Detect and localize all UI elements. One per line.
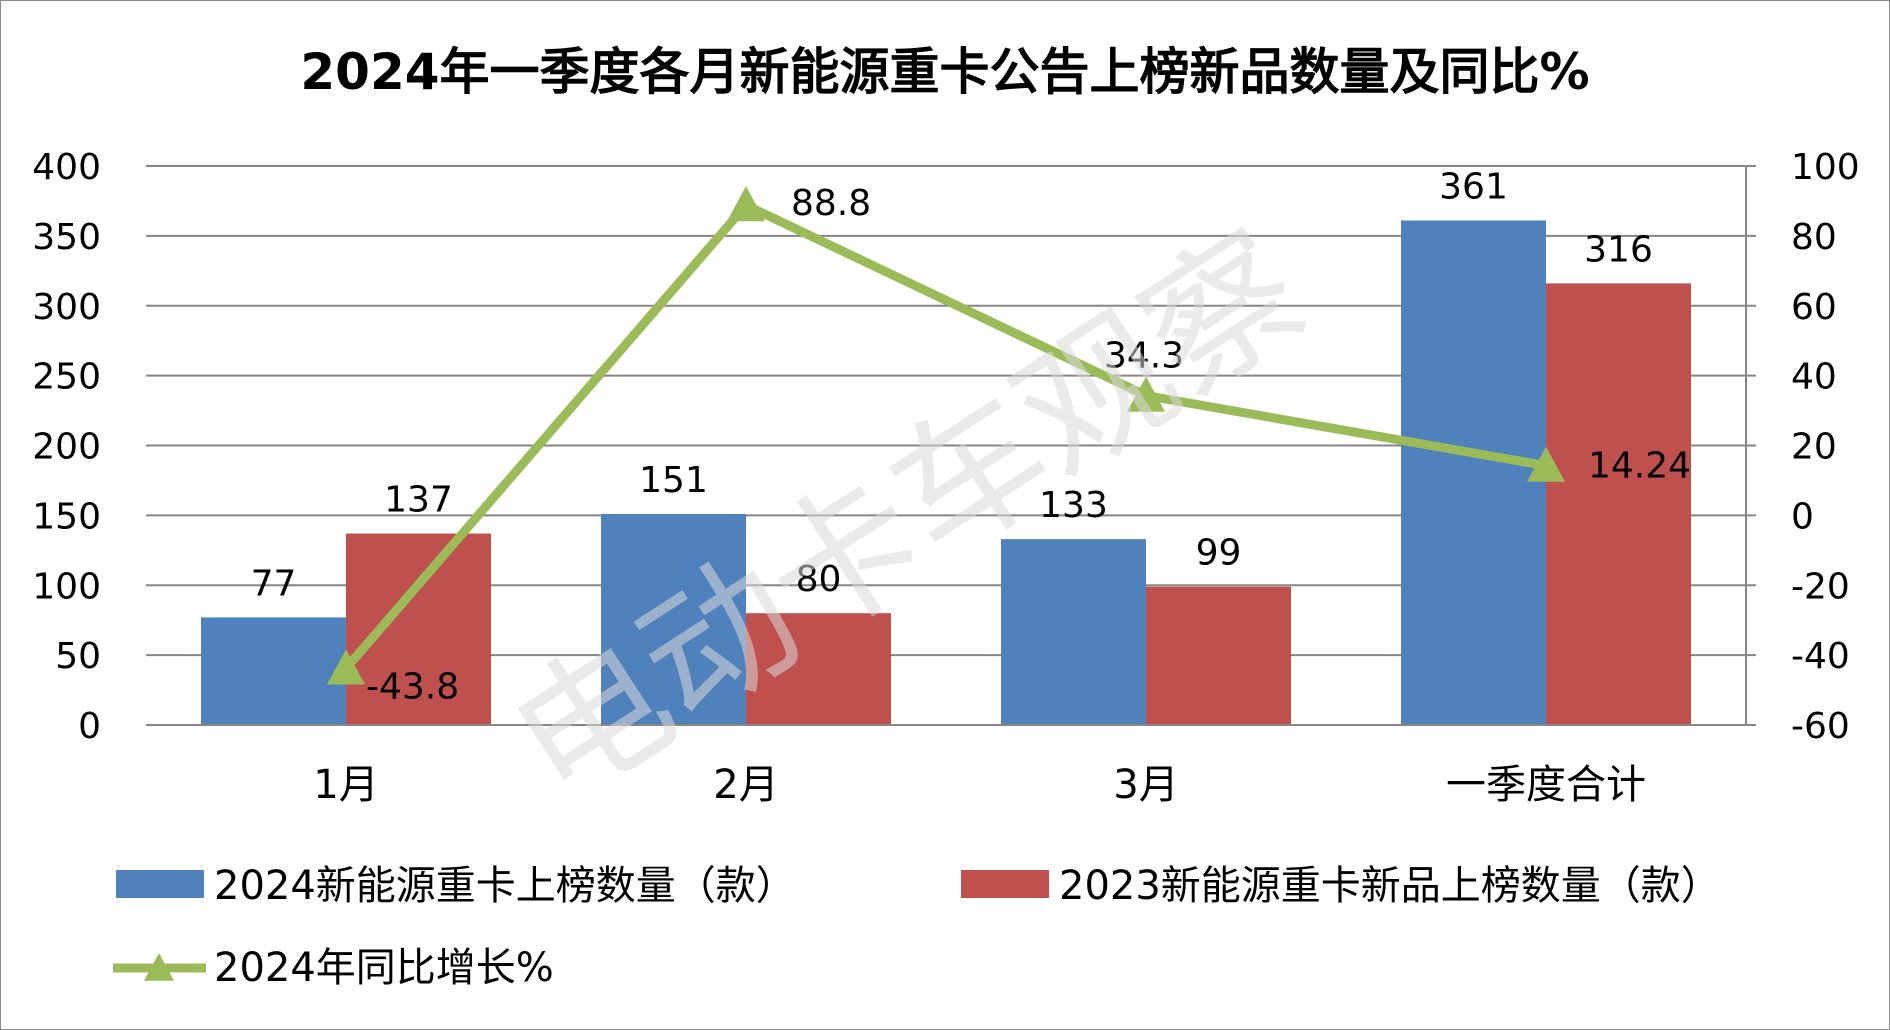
y-right-tick-label: 60 <box>1791 287 1837 328</box>
triangle-marker <box>327 649 365 685</box>
legend-label-2024: 2024新能源重卡上榜数量（款） <box>214 863 796 909</box>
triangle-marker <box>1527 446 1565 482</box>
legend-label-growth: 2024年同比增长% <box>214 945 554 991</box>
bar-data-label: 80 <box>796 559 842 600</box>
data-labels: 77 137 151 80 133 99 361 316 -43.8 88.8 34.3 14.24 <box>251 167 1691 708</box>
line-data-label: 34.3 <box>1104 336 1184 377</box>
line-data-label: -43.8 <box>366 666 459 707</box>
y-left-tick-label: 0 <box>78 706 101 747</box>
bar <box>601 513 746 725</box>
bar <box>1001 539 1146 725</box>
y-left-tick-label: 300 <box>32 287 101 328</box>
y-right-tick-label: -60 <box>1791 706 1850 747</box>
y-left-tick-label: 150 <box>32 496 101 537</box>
bar-data-label: 137 <box>384 480 453 521</box>
y-right-tick-label: 40 <box>1791 357 1837 398</box>
y-right-tick-label: 100 <box>1791 147 1860 188</box>
triangle-marker <box>1127 376 1165 412</box>
triangle-marker <box>727 186 765 222</box>
x-category-label: 3月 <box>1113 762 1178 808</box>
growth-line <box>327 186 1565 685</box>
growth-line-path <box>342 200 1547 672</box>
bar-data-label: 361 <box>1439 167 1508 208</box>
y-left-tick-label: 250 <box>32 357 101 398</box>
legend-label-2023: 2023新能源重卡新品上榜数量（款） <box>1059 863 1721 909</box>
legend: 2024新能源重卡上榜数量（款） 2023新能源重卡新品上榜数量（款） 2024年同… <box>113 863 1721 991</box>
bar-data-label: 77 <box>251 563 297 604</box>
bar <box>746 613 891 725</box>
y-right-tick-label: -40 <box>1791 636 1850 677</box>
bar-data-label: 133 <box>1039 485 1108 526</box>
y-left-tick-label: 50 <box>55 636 101 677</box>
bar-data-label: 151 <box>639 460 708 501</box>
legend-swatch-2023 <box>961 870 1049 898</box>
x-category-label: 1月 <box>313 762 378 808</box>
bar <box>1401 220 1546 725</box>
bar <box>346 533 491 725</box>
bar <box>1146 586 1291 725</box>
bar <box>1546 283 1691 725</box>
bars <box>201 220 1691 725</box>
y-left-tick-label: 200 <box>32 427 101 468</box>
y-left-tick-label: 400 <box>32 147 101 188</box>
line-data-label: 14.24 <box>1588 446 1691 487</box>
y-left-tick-label: 100 <box>32 566 101 607</box>
bar <box>201 617 346 725</box>
y-right-tick-label: 20 <box>1791 427 1837 468</box>
legend-swatch-2024 <box>116 870 204 898</box>
y-right-tick-label: 80 <box>1791 217 1837 258</box>
line-data-label: 88.8 <box>791 183 871 224</box>
x-category-label: 2月 <box>713 762 778 808</box>
bar-data-label: 99 <box>1196 533 1242 574</box>
x-category-label: 一季度合计 <box>1446 762 1646 808</box>
chart-title: 2024年一季度各月新能源重卡公告上榜新品数量及同比% <box>300 43 1589 101</box>
axes: 0 50 100 150 200 250 300 350 400 -60 -40 -20 0 20 40 60… <box>32 147 1859 808</box>
y-right-tick-label: 0 <box>1791 496 1814 537</box>
y-right-tick-label: -20 <box>1791 566 1850 607</box>
y-left-tick-label: 350 <box>32 217 101 258</box>
bar-data-label: 316 <box>1584 229 1653 270</box>
legend-marker-growth <box>144 953 174 981</box>
